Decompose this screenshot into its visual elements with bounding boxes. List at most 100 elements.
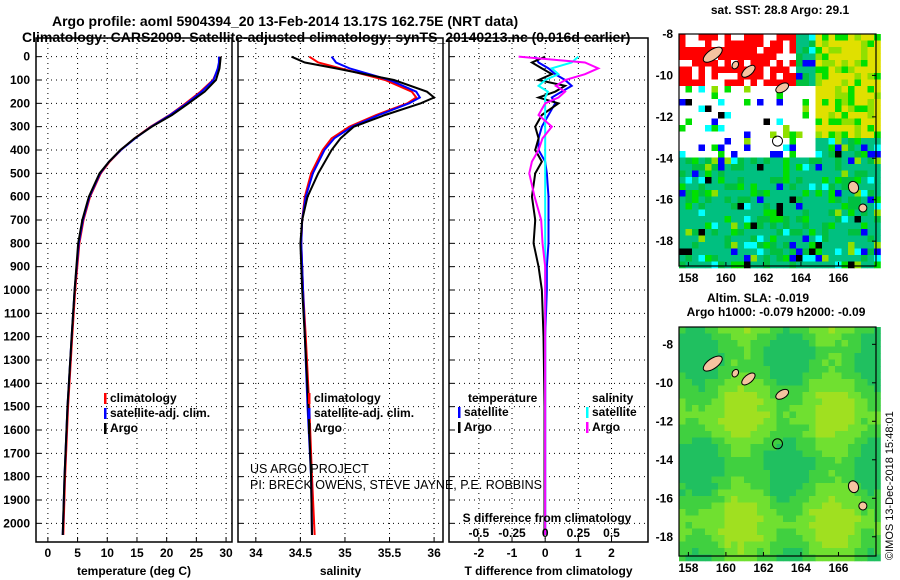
map-cell [822,496,829,503]
map-cell [783,398,790,406]
map-cell [757,548,764,555]
map-cell [854,528,862,536]
map-cell [705,398,712,406]
map-cell [861,248,868,256]
map-cell [822,151,829,158]
map-cell [828,170,836,178]
x-tick-label: 34.5 [289,546,313,560]
map-cell [744,411,751,419]
map-cell [828,157,836,165]
map-cell [802,515,810,523]
figure-title-line2: Climatology: CARS2009. Satellite-adjuste… [22,29,631,45]
map-cell [724,515,732,523]
map-cell [854,47,862,54]
map-cell [744,437,751,445]
map-cell [763,470,771,477]
map-cell [867,483,875,490]
map-cell [802,457,810,464]
map-cell [731,411,738,419]
map-cell [718,502,725,510]
map-cell [737,515,745,523]
map-cell [750,496,758,503]
map-cell [698,47,706,54]
map-cell [763,112,771,119]
map-cell [822,216,829,223]
map-cell [802,261,810,269]
map-cell [809,444,816,451]
map-cell [854,541,862,549]
map-cell [848,372,855,380]
map-cell [718,190,725,197]
map-cell [828,346,836,354]
map-cell [796,509,803,516]
map-cell [770,450,777,458]
map-cell [750,405,758,412]
map-cell [692,424,699,432]
map-cell [698,86,706,93]
map-cell [783,177,790,184]
map-x-tick-label: 164 [791,271,811,285]
map-cell [731,405,738,412]
map-cell [815,346,823,354]
map-cell [874,366,881,373]
map-cell [737,99,745,106]
map-cell [848,476,855,484]
map-cell [692,502,699,510]
map-cell [737,112,745,119]
map-cell [815,450,823,458]
legend-swatch [458,407,461,418]
map-cell [789,457,797,464]
map-cell [679,379,686,386]
map-cell [731,431,738,438]
map-cell [737,190,745,197]
map-cell [685,424,693,432]
x-tick-label: 35 [338,546,352,560]
map-cell [776,40,784,48]
map-cell [692,372,699,380]
map-cell [692,125,699,132]
map-cell [698,463,706,471]
map-cell [685,151,693,158]
map-cell [685,522,693,529]
map-cell [731,353,738,360]
map-cell [861,99,868,106]
float-position-marker [772,438,783,450]
map-cell [757,92,764,100]
map-cell [705,79,712,87]
map-cell [789,483,797,490]
map-cell [692,255,699,262]
map-cell [679,261,686,269]
map-cell [835,138,842,145]
map-cell [757,73,764,80]
map-cell [711,372,719,380]
map-cell [802,47,810,54]
map-cell [679,66,686,74]
map-cell [770,34,777,41]
map-cell [737,405,745,412]
map-cell [802,255,810,262]
map-cell [692,79,699,87]
map-cell [867,515,875,523]
map-cell [731,229,738,236]
map-cell [861,476,868,484]
map-cell [711,125,719,132]
map-cell [737,444,745,451]
map-cell [776,535,784,542]
map-cell [783,118,790,126]
map-cell [841,216,849,223]
map-cell [679,392,686,399]
map-cell [770,340,777,347]
map-cell [828,463,836,471]
map-cell [705,99,712,106]
map-cell [861,105,868,113]
map-cell [737,353,745,360]
map-cell [737,418,745,425]
map-cell [867,366,875,373]
map-cell [744,190,751,197]
map-cell [783,431,790,438]
legend-label: satellite-adj. clim. [314,406,414,420]
s-diff-tick-label: 0.5 [603,526,620,540]
map-cell [744,346,751,354]
map-cell [796,541,803,549]
map-cell [698,144,706,152]
